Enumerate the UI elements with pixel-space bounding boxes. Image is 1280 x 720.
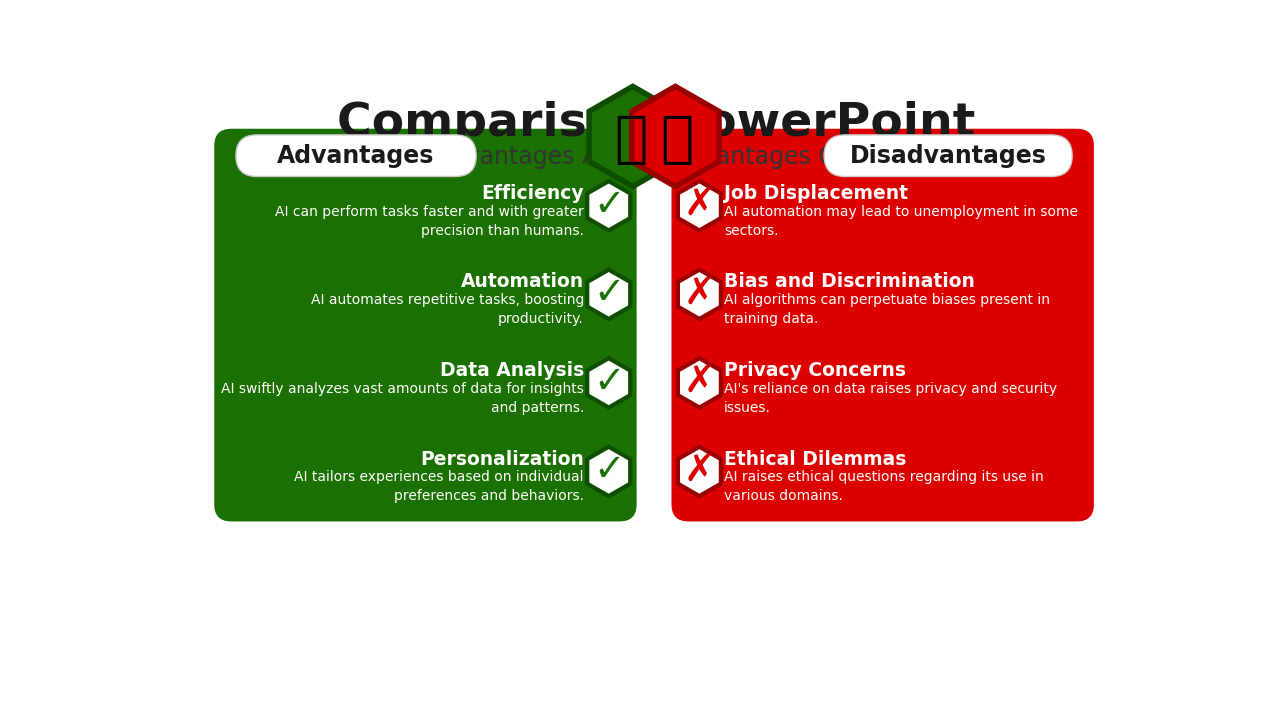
- Text: AI can perform tasks faster and with greater
precision than humans.: AI can perform tasks faster and with gre…: [275, 204, 584, 238]
- Polygon shape: [588, 446, 630, 496]
- Polygon shape: [678, 446, 721, 496]
- Text: Job Displacement: Job Displacement: [724, 184, 909, 203]
- Polygon shape: [588, 270, 630, 319]
- Text: AI swiftly analyzes vast amounts of data for insights
and patterns.: AI swiftly analyzes vast amounts of data…: [221, 382, 584, 415]
- Text: Disadvantages: Disadvantages: [850, 144, 1047, 168]
- Polygon shape: [588, 359, 630, 408]
- Polygon shape: [678, 181, 721, 230]
- Text: Privacy Concerns: Privacy Concerns: [724, 361, 906, 380]
- FancyBboxPatch shape: [672, 129, 1094, 521]
- Text: ✗: ✗: [684, 276, 716, 312]
- FancyBboxPatch shape: [214, 129, 636, 521]
- Polygon shape: [589, 86, 676, 186]
- Text: Data Analysis: Data Analysis: [439, 361, 584, 380]
- Text: Personalization: Personalization: [420, 449, 584, 469]
- Text: Efficiency: Efficiency: [481, 184, 584, 203]
- Polygon shape: [678, 359, 721, 408]
- Text: AI tailors experiences based on individual
preferences and behaviors.: AI tailors experiences based on individu…: [294, 470, 584, 503]
- Text: AI algorithms can perpetuate biases present in
training data.: AI algorithms can perpetuate biases pres…: [724, 293, 1050, 326]
- Text: Ethical Dilemmas: Ethical Dilemmas: [724, 449, 906, 469]
- Text: ✓: ✓: [593, 454, 625, 490]
- FancyBboxPatch shape: [236, 135, 476, 176]
- Text: ✓: ✓: [593, 365, 625, 401]
- Text: AI's reliance on data raises privacy and security
issues.: AI's reliance on data raises privacy and…: [724, 382, 1057, 415]
- Text: ✗: ✗: [684, 188, 716, 224]
- Text: ✗: ✗: [684, 454, 716, 490]
- Text: AI raises ethical questions regarding its use in
various domains.: AI raises ethical questions regarding it…: [724, 470, 1044, 503]
- Text: Automation: Automation: [461, 272, 584, 292]
- Text: Advantages And Disadvantages Of AI: Advantages And Disadvantages Of AI: [435, 145, 877, 169]
- Text: Bias and Discrimination: Bias and Discrimination: [724, 272, 975, 292]
- Text: 👍: 👍: [614, 112, 648, 166]
- Text: ✗: ✗: [684, 365, 716, 401]
- Polygon shape: [588, 181, 630, 230]
- FancyBboxPatch shape: [824, 135, 1073, 176]
- Text: ✓: ✓: [593, 188, 625, 224]
- Text: Advantages: Advantages: [278, 144, 435, 168]
- Text: AI automates repetitive tasks, boosting
productivity.: AI automates repetitive tasks, boosting …: [311, 293, 584, 326]
- Text: ✓: ✓: [593, 276, 625, 312]
- Text: Comparison PowerPoint: Comparison PowerPoint: [337, 101, 975, 146]
- Text: 👎: 👎: [660, 112, 694, 166]
- Text: AI automation may lead to unemployment in some
sectors.: AI automation may lead to unemployment i…: [724, 204, 1078, 238]
- Polygon shape: [678, 270, 721, 319]
- Polygon shape: [632, 86, 719, 186]
